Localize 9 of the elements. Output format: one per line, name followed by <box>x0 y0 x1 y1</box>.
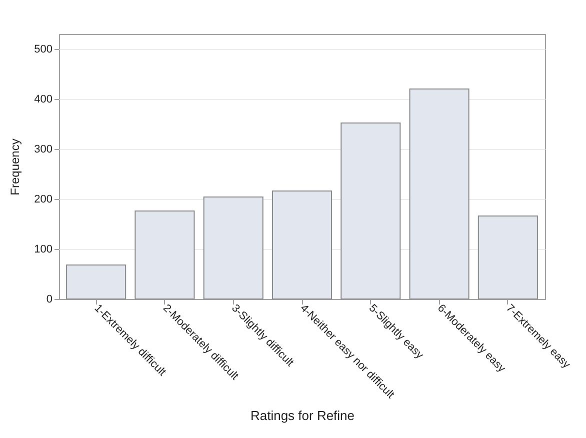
x-axis-title: Ratings for Refine <box>250 408 355 424</box>
y-tick-label: 0 <box>46 294 52 306</box>
y-tick-label: 200 <box>34 194 52 206</box>
y-tick-label: 300 <box>34 144 52 156</box>
y-tick-label: 500 <box>34 44 52 56</box>
y-tick-label: 100 <box>34 244 52 256</box>
y-axis-title: Frequency <box>8 138 22 196</box>
y-tick-label: 400 <box>34 94 52 106</box>
bar <box>66 264 126 300</box>
